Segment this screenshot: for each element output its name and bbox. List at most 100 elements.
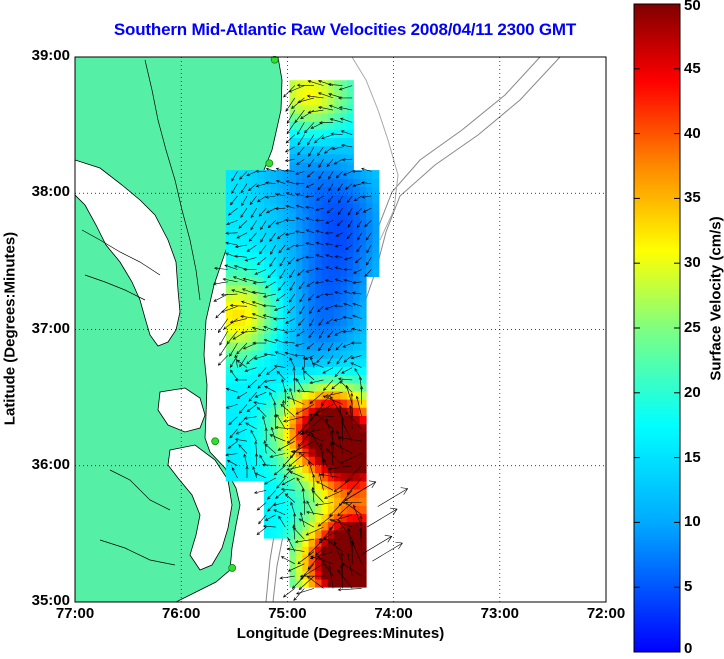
velocity-cell — [308, 170, 316, 179]
velocity-arrow — [333, 541, 343, 564]
velocity-arrow — [283, 416, 305, 423]
velocity-cell — [302, 153, 310, 163]
velocity-arrow — [337, 502, 353, 517]
velocity-cell — [315, 309, 322, 318]
velocity-cell — [308, 513, 316, 523]
velocity-cell — [321, 268, 329, 277]
velocity-arrow — [325, 391, 343, 397]
velocity-cell — [308, 505, 316, 515]
velocity-cell — [315, 211, 322, 220]
velocity-arrow — [247, 379, 257, 389]
velocity-arrow — [280, 487, 295, 491]
velocity-cell — [295, 382, 303, 392]
velocity-arrow — [265, 195, 276, 199]
velocity-arrow — [337, 588, 362, 592]
velocity-cell — [359, 194, 367, 204]
velocity-cell — [283, 235, 291, 245]
velocity-cell — [295, 415, 303, 425]
velocity-cell — [264, 407, 271, 416]
velocity-cell — [295, 317, 303, 326]
velocity-arrow — [319, 473, 343, 479]
velocity-cell — [276, 456, 284, 465]
velocity-cell — [372, 251, 380, 261]
velocity-cell — [295, 194, 303, 204]
velocity-cell — [264, 488, 271, 498]
velocity-cell — [327, 456, 335, 465]
velocity-cell — [264, 423, 271, 433]
velocity-cell — [264, 276, 271, 286]
velocity-cell — [283, 513, 291, 523]
velocity-cell — [334, 325, 342, 335]
colorbar-tick-label: 30 — [684, 254, 701, 272]
velocity-cell — [353, 578, 361, 588]
velocity-arrow — [246, 404, 257, 413]
velocity-cell — [276, 219, 284, 228]
velocity-arrow — [353, 504, 362, 528]
velocity-cell — [321, 407, 329, 416]
velocity-cell — [283, 309, 291, 318]
velocity-cell — [359, 439, 367, 449]
velocity-cell — [321, 497, 329, 506]
velocity-arrow — [217, 318, 229, 334]
velocity-cell — [315, 284, 322, 294]
velocity-cell — [295, 488, 303, 498]
velocity-cell — [321, 570, 329, 580]
velocity-arrow — [251, 313, 267, 319]
velocity-cell — [232, 456, 240, 465]
velocity-cell — [225, 464, 233, 474]
velocity-arrow — [250, 429, 257, 442]
velocity-arrow — [238, 404, 248, 414]
velocity-cell — [232, 317, 240, 326]
velocity-cell — [283, 472, 291, 482]
velocity-cell — [232, 407, 240, 416]
velocity-cell — [334, 309, 342, 318]
velocity-cell — [270, 284, 278, 294]
velocity-cell — [225, 407, 233, 416]
velocity-arrow — [302, 355, 306, 368]
velocity-cell — [257, 448, 265, 457]
velocity-cell — [353, 480, 361, 490]
velocity-cell — [366, 170, 373, 179]
velocity-arrow — [354, 368, 362, 381]
velocity-cell — [295, 407, 303, 416]
velocity-cell — [276, 300, 284, 310]
velocity-arrow — [231, 289, 248, 295]
colorbar-tick-label: 10 — [684, 513, 701, 531]
velocity-arrow — [318, 318, 324, 326]
velocity-cell — [315, 153, 322, 163]
velocity-cell — [283, 358, 291, 367]
velocity-arrow — [339, 117, 353, 123]
velocity-cell — [346, 170, 354, 179]
velocity-arrow — [318, 159, 324, 169]
velocity-cell — [238, 464, 246, 474]
velocity-cell — [321, 448, 329, 457]
velocity-cell — [366, 186, 373, 196]
velocity-cell — [244, 235, 252, 245]
velocity-cell — [225, 382, 233, 392]
velocity-cell — [257, 317, 265, 326]
velocity-cell — [295, 439, 303, 449]
velocity-cell — [334, 366, 342, 376]
velocity-cell — [257, 309, 265, 318]
velocity-cell — [283, 284, 291, 294]
velocity-cell — [257, 251, 265, 261]
velocity-arrow — [322, 395, 343, 405]
velocity-cell — [315, 374, 322, 384]
velocity-cell — [340, 546, 348, 555]
velocity-arrow — [269, 244, 276, 255]
velocity-cell — [327, 407, 335, 416]
velocity-cell — [340, 570, 348, 580]
velocity-cell — [244, 366, 252, 376]
velocity-cell — [340, 538, 348, 547]
velocity-arrow — [305, 269, 315, 273]
velocity-cell — [308, 488, 316, 498]
velocity-cell — [295, 497, 303, 506]
velocity-cell — [353, 202, 361, 212]
velocity-cell — [334, 562, 342, 572]
velocity-cell — [353, 538, 361, 547]
velocity-cell — [302, 423, 310, 433]
velocity-cell — [276, 202, 284, 212]
velocity-cell — [334, 80, 342, 89]
velocity-cell — [264, 358, 271, 367]
velocity-cell — [315, 456, 322, 465]
